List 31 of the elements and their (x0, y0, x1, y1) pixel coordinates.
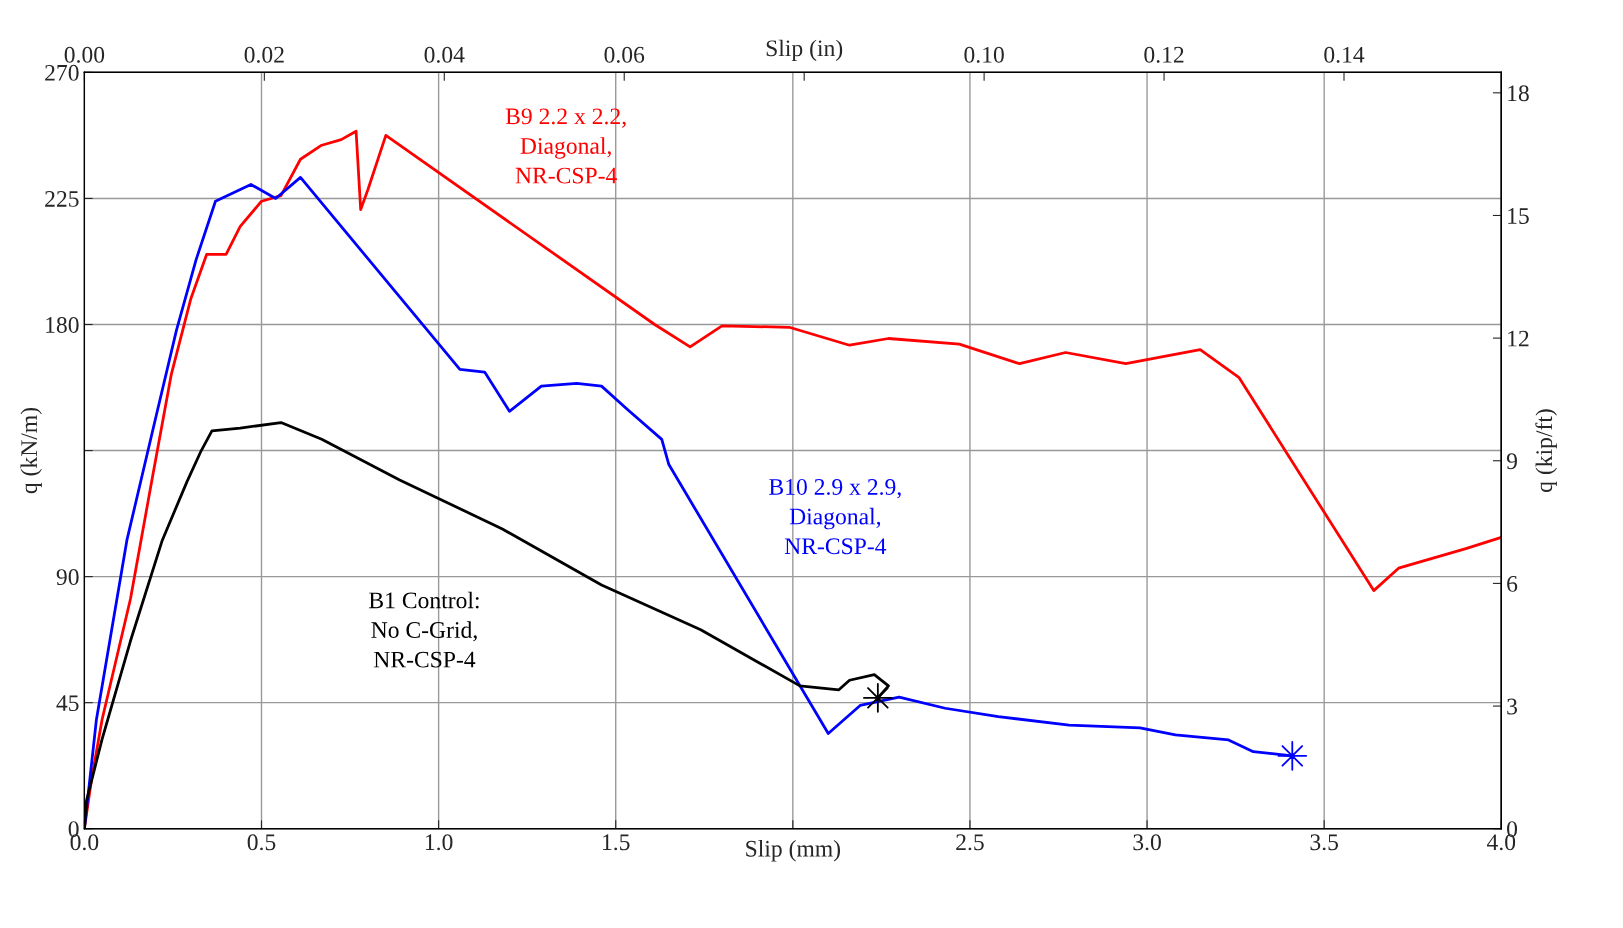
x2-tick-label: 0.10 (964, 46, 1004, 63)
y-tick-label: 225 (45, 190, 79, 207)
x2-tick-label: 0.14 (1324, 46, 1365, 63)
y2-tick-label: 18 (1508, 85, 1529, 102)
y2-tick-label: 3 (1507, 698, 1518, 715)
x-tick-label: 0.5 (247, 834, 276, 851)
series-label: B10 2.9 x 2.9, Diagonal, NR-CSP-4 (769, 478, 901, 555)
x-tick-label: 3.0 (1133, 834, 1161, 851)
x2-tick-label: 0.12 (1144, 46, 1184, 63)
y-tick-label: 90 (56, 569, 79, 586)
x2-tick-label: 0.06 (604, 46, 645, 63)
x-tick-label: 1.0 (425, 834, 453, 851)
y-tick-label: 45 (56, 695, 79, 712)
y2-tick-label: 12 (1508, 330, 1529, 347)
y2-tick-label: 6 (1507, 575, 1518, 592)
text: B1 Control: No C-Grid, NR-CSP-4 (369, 591, 479, 668)
x2-tick-label: 0.02 (244, 46, 284, 63)
x-tick-label: 1.5 (603, 834, 630, 851)
y-axis-title: q (kN/m) (20, 407, 42, 494)
x2-tick-label: 0.00 (64, 46, 105, 63)
y2-tick-label: 9 (1506, 453, 1517, 470)
x2-tick-label: 0.04 (424, 46, 465, 63)
x-tick-label: 2.5 (956, 834, 984, 851)
y-tick-label: 180 (46, 316, 79, 333)
series-label: B9 2.2 x 2.2, Diagonal, NR-CSP-4 (505, 108, 626, 184)
y-tick-label: 270 (45, 64, 79, 81)
x-tick-label: 3.5 (1310, 834, 1338, 851)
y2-axis-title: q (kip/ft) (1535, 409, 1557, 492)
y2-tick-label: 15 (1508, 208, 1529, 224)
x-axis-title: Slip (mm) (746, 840, 841, 862)
x2-axis-title: Slip (in) (766, 39, 843, 62)
